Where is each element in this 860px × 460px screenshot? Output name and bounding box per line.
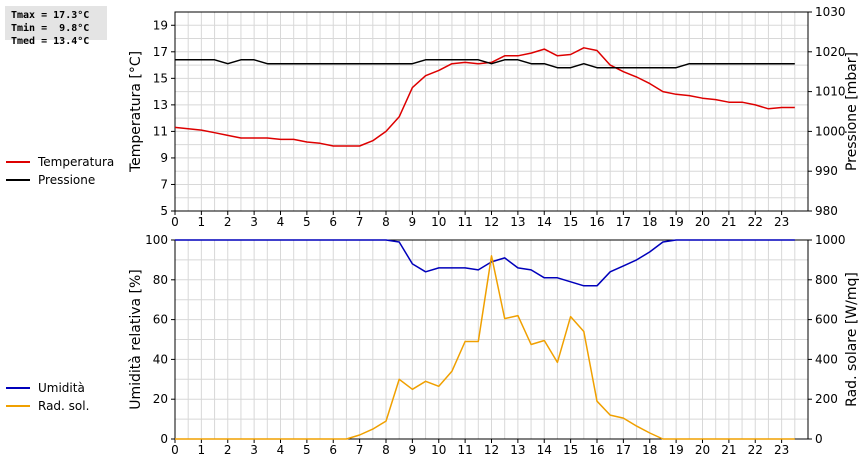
stats-box: Tmax = 17.3°C Tmin = 9.8°C Tmed = 13.4°C — [5, 6, 107, 47]
series-line-temperature — [174, 47, 795, 147]
x-tick-label: 16 — [589, 215, 604, 229]
stat-tmed: Tmed = 13.4°C — [11, 36, 90, 47]
y-right-tick-label: 800 — [815, 273, 838, 287]
y-left-tick-label: 100 — [145, 233, 168, 247]
x-tick-label: 4 — [277, 443, 285, 457]
x-tick-label: 3 — [250, 215, 258, 229]
x-tick-label: 12 — [484, 215, 499, 229]
x-tick-label: 8 — [382, 443, 390, 457]
x-tick-label: 8 — [382, 215, 390, 229]
x-tick-label: 9 — [409, 443, 417, 457]
x-tick-label: 18 — [642, 215, 657, 229]
x-tick-label: 2 — [224, 215, 232, 229]
y-right-tick-label: 600 — [815, 313, 838, 327]
x-tick-label: 0 — [171, 215, 179, 229]
x-tick-label: 5 — [303, 215, 311, 229]
x-tick-label: 1 — [198, 215, 206, 229]
y-right-tick-label: 200 — [815, 392, 838, 406]
x-tick-label: 17 — [616, 215, 631, 229]
y-left-tick-label: 15 — [153, 71, 168, 85]
x-tick-label: 23 — [774, 215, 789, 229]
x-tick-label: 1 — [198, 443, 206, 457]
y-right-tick-label: 400 — [815, 352, 838, 366]
x-tick-label: 21 — [721, 443, 736, 457]
x-tick-label: 14 — [537, 443, 552, 457]
legend-swatch-pressure — [6, 179, 30, 181]
x-tick-label: 5 — [303, 443, 311, 457]
x-tick-label: 7 — [356, 443, 364, 457]
y-left-tick-label: 40 — [153, 352, 168, 366]
y-left-tick-label: 7 — [160, 177, 168, 191]
x-tick-label: 2 — [224, 443, 232, 457]
x-tick-label: 18 — [642, 443, 657, 457]
x-tick-label: 9 — [409, 215, 417, 229]
x-tick-label: 22 — [748, 443, 763, 457]
y-right-axis-title: Rad. solare [W/mq] — [844, 272, 860, 407]
legend-label-humidity: Umidità — [38, 381, 85, 395]
y-left-tick-label: 19 — [153, 18, 168, 32]
y-left-tick-label: 17 — [153, 45, 168, 59]
legend-label-pressure: Pressione — [38, 173, 96, 187]
x-tick-label: 6 — [329, 215, 337, 229]
x-tick-label: 19 — [668, 215, 683, 229]
x-tick-label: 4 — [277, 215, 285, 229]
y-left-axis-title: Umidità relativa [%] — [128, 269, 144, 410]
y-left-tick-label: 11 — [153, 124, 168, 138]
x-tick-label: 15 — [563, 443, 578, 457]
x-tick-label: 17 — [616, 443, 631, 457]
chart-bottom: 0 1 2 3 4 5 6 7 8 9 10 11 12 13 14 15 16 17 18 19 20 21 22 2302… — [128, 233, 860, 457]
series-line-solar — [175, 255, 795, 440]
x-tick-label: 21 — [721, 215, 736, 229]
legend-swatch-temperature — [6, 161, 30, 163]
legend-label-temperature: Temperatura — [38, 155, 115, 169]
x-tick-label: 23 — [774, 443, 789, 457]
legend-swatch-solar — [6, 405, 30, 407]
x-tick-label: 22 — [748, 215, 763, 229]
y-left-tick-label: 5 — [160, 204, 168, 218]
stat-tmax: Tmax = 17.3°C — [11, 10, 90, 21]
y-left-axis-title: Temperatura [°C] — [128, 51, 144, 173]
y-right-axis-title: Pressione [mbar] — [844, 52, 860, 171]
x-tick-label: 10 — [431, 215, 446, 229]
y-right-tick-label: 0 — [815, 432, 823, 446]
chart-top: 0 1 2 3 4 5 6 7 8 9 10 11 12 13 14 15 16 17 18 19 20 21 22 2357… — [128, 5, 860, 229]
x-tick-label: 20 — [695, 443, 710, 457]
y-left-tick-label: 20 — [153, 392, 168, 406]
y-left-tick-label: 0 — [160, 432, 168, 446]
y-right-tick-label: 1020 — [815, 45, 846, 59]
y-right-tick-label: 990 — [815, 164, 838, 178]
x-tick-label: 14 — [537, 215, 552, 229]
x-tick-label: 3 — [250, 443, 258, 457]
y-right-tick-label: 1000 — [815, 233, 846, 247]
x-tick-label: 13 — [510, 443, 525, 457]
x-tick-label: 10 — [431, 443, 446, 457]
x-tick-label: 20 — [695, 215, 710, 229]
legend-swatch-humidity — [6, 387, 30, 389]
x-tick-label: 6 — [329, 443, 337, 457]
x-tick-label: 7 — [356, 215, 364, 229]
x-tick-label: 13 — [510, 215, 525, 229]
x-tick-label: 16 — [589, 443, 604, 457]
series-line-pressure — [175, 59, 795, 69]
x-tick-label: 11 — [457, 443, 472, 457]
x-tick-label: 11 — [457, 215, 472, 229]
legend-label-solar: Rad. sol. — [38, 399, 90, 413]
y-right-tick-label: 1010 — [815, 85, 846, 99]
x-tick-label: 19 — [668, 443, 683, 457]
x-tick-label: 0 — [171, 443, 179, 457]
x-tick-label: 15 — [563, 215, 578, 229]
stat-tmin: Tmin = 9.8°C — [11, 23, 90, 34]
x-tick-label: 12 — [484, 443, 499, 457]
series-line-humidity — [175, 239, 795, 287]
y-left-tick-label: 60 — [153, 313, 168, 327]
y-left-tick-label: 9 — [160, 151, 168, 165]
y-right-tick-label: 1000 — [815, 124, 846, 138]
y-right-tick-label: 980 — [815, 204, 838, 218]
y-left-tick-label: 13 — [153, 98, 168, 112]
y-right-tick-label: 1030 — [815, 5, 846, 19]
y-left-tick-label: 80 — [153, 273, 168, 287]
